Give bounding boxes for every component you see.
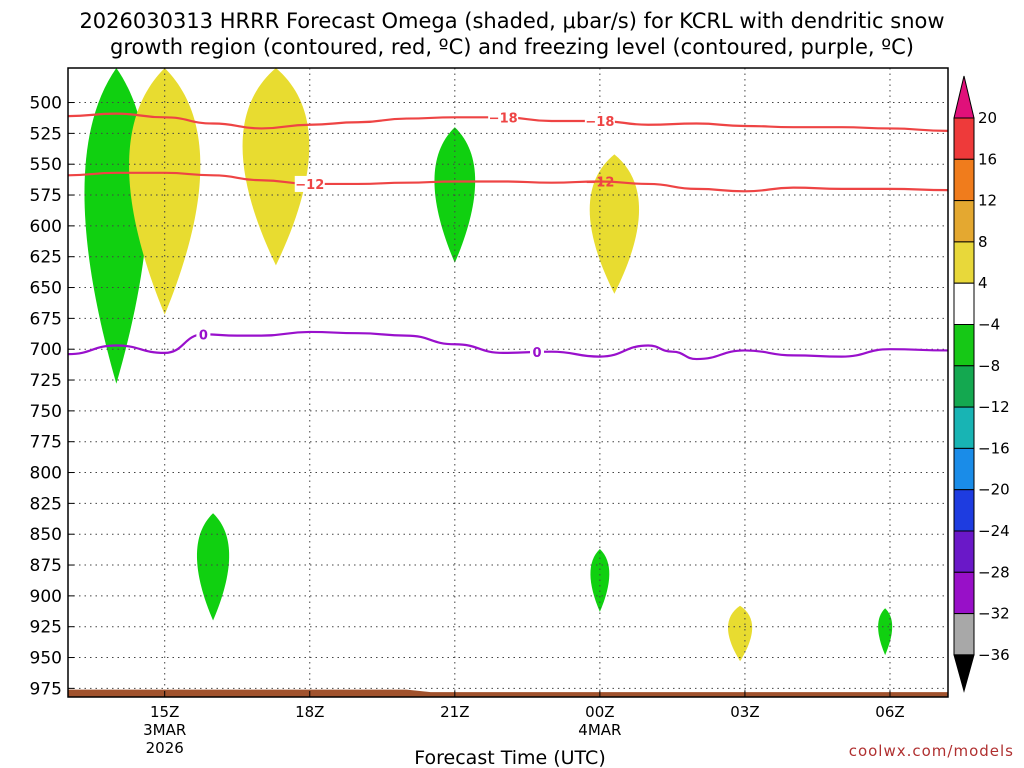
colorbar-swatch-12 (953, 571, 975, 615)
colorbar-level-label-5: 4 (978, 274, 988, 292)
y-tick-label-550: 550 (30, 155, 62, 175)
y-tick-label-925: 925 (30, 618, 62, 638)
contour-label-2: −12 (295, 178, 324, 193)
contour-line-3 (67, 330, 949, 361)
x-tick-label-00Z: 00Z (585, 703, 614, 721)
x-year-label-15Z: 2026 (146, 739, 184, 757)
omega-region-9-upward (878, 608, 893, 656)
plot-frame (67, 67, 949, 698)
contour-label-bg-2 (294, 175, 325, 192)
y-tick-label-875: 875 (30, 556, 62, 576)
colorbar-level-label-14: −36 (978, 646, 1010, 664)
contour-label-extra-1: −18 (585, 115, 614, 130)
colorbar-swatch-9 (953, 447, 975, 491)
colorbar-level-label-11: −24 (978, 522, 1010, 540)
colorbar-level-label-12: −28 (978, 563, 1010, 581)
colorbar-level-label-2: 16 (978, 150, 997, 168)
terrain-ground-fill (68, 689, 948, 697)
contour-label-extra-2: 0 (532, 346, 541, 361)
colorbar-swatch-7 (953, 365, 975, 408)
temperature-contours: −18 −12 0 −18 0 −12 (67, 109, 949, 361)
colorbar-swatch-8 (953, 406, 975, 449)
contour-line-2 (67, 171, 949, 193)
colorbar-swatch-5 (953, 282, 975, 326)
contour-label-extra-3: −12 (585, 175, 614, 190)
colorbar-level-label-1: 20 (978, 109, 997, 127)
omega-region-5-downward (589, 154, 640, 294)
x-tick-label-15Z: 15Z (150, 703, 179, 721)
source-credit: coolwx.com/models (849, 742, 1014, 760)
y-tick-label-825: 825 (30, 494, 62, 514)
y-tick-label-500: 500 (30, 94, 62, 114)
contour-label-3: 0 (199, 328, 208, 343)
y-tick-label-525: 525 (30, 124, 62, 144)
contour-label-bg-extra-1 (584, 113, 615, 130)
colorbar-swatch-13 (953, 613, 975, 656)
colorbar-level-label-4: 8 (978, 233, 988, 251)
contour-label-bg-extra-2 (530, 344, 545, 361)
contour-label-bg-3 (196, 326, 211, 343)
x-tick-label-21Z: 21Z (440, 703, 469, 721)
x-tick-label-06Z: 06Z (875, 703, 904, 721)
y-tick-label-900: 900 (30, 587, 62, 607)
colorbar-swatch-3 (953, 200, 975, 243)
y-tick-label-850: 850 (30, 525, 62, 545)
x-tick-label-03Z: 03Z (730, 703, 759, 721)
x-date-label-00Z: 4MAR (578, 721, 621, 739)
y-tick-label-600: 600 (30, 217, 62, 237)
y-tick-label-575: 575 (30, 186, 62, 206)
colorbar-level-label-8: −12 (978, 398, 1010, 416)
colorbar-level-label-6: −4 (978, 316, 1000, 334)
colorbar-swatch-11 (953, 530, 975, 573)
plot-axes: 500 525 550 575 600 625 650 675 700 725 750 775 800 8… (30, 67, 949, 757)
colorbar-swatch-2 (953, 158, 975, 202)
omega-region-8-downward (728, 605, 753, 662)
x-axis-title: Forecast Time (UTC) (414, 747, 605, 768)
contour-label-1: −18 (489, 111, 518, 126)
omega-colorbar: 20 16 12 8 4 −4 −8 −12 −16 −20 −24 −28 −32 −36 (953, 75, 1010, 693)
y-tick-label-950: 950 (30, 649, 62, 669)
colorbar-level-label-10: −20 (978, 481, 1010, 499)
y-tick-label-725: 725 (30, 371, 62, 391)
y-tick-label-750: 750 (30, 402, 62, 422)
terrain-fill (68, 689, 948, 697)
y-tick-label-975: 975 (30, 679, 62, 699)
colorbar-swatch-6 (953, 324, 975, 367)
omega-region-6-upward (196, 513, 230, 621)
colorbar-level-label-13: −32 (978, 605, 1010, 623)
colorbar-bottom-arrow (953, 654, 975, 693)
x-date-label-15Z: 3MAR (143, 721, 186, 739)
colorbar-level-label-3: 12 (978, 192, 997, 210)
y-tick-label-800: 800 (30, 464, 62, 484)
colorbar-level-label-9: −16 (978, 439, 1010, 457)
y-tick-label-775: 775 (30, 433, 62, 453)
y-tick-label-700: 700 (30, 340, 62, 360)
y-tick-label-675: 675 (30, 309, 62, 329)
colorbar-top-arrow (953, 75, 975, 119)
omega-region-2-downward (129, 68, 201, 315)
y-tick-label-625: 625 (30, 248, 62, 268)
omega-shaded-regions (84, 68, 893, 662)
colorbar-swatch-4 (953, 241, 975, 284)
chart-title-line-1: 2026030313 HRRR Forecast Omega (shaded, … (79, 9, 944, 33)
contour-label-bg-1 (488, 109, 519, 126)
y-tick-label-650: 650 (30, 279, 62, 299)
colorbar-level-label-7: −8 (978, 357, 1000, 375)
plot-gridlines (68, 68, 948, 697)
chart-title-line-2: growth region (contoured, red, ºC) and f… (110, 35, 914, 59)
omega-region-3-downward (242, 68, 310, 266)
colorbar-swatch-1 (953, 117, 975, 160)
colorbar-swatch-10 (953, 489, 975, 532)
x-tick-label-18Z: 18Z (295, 703, 324, 721)
